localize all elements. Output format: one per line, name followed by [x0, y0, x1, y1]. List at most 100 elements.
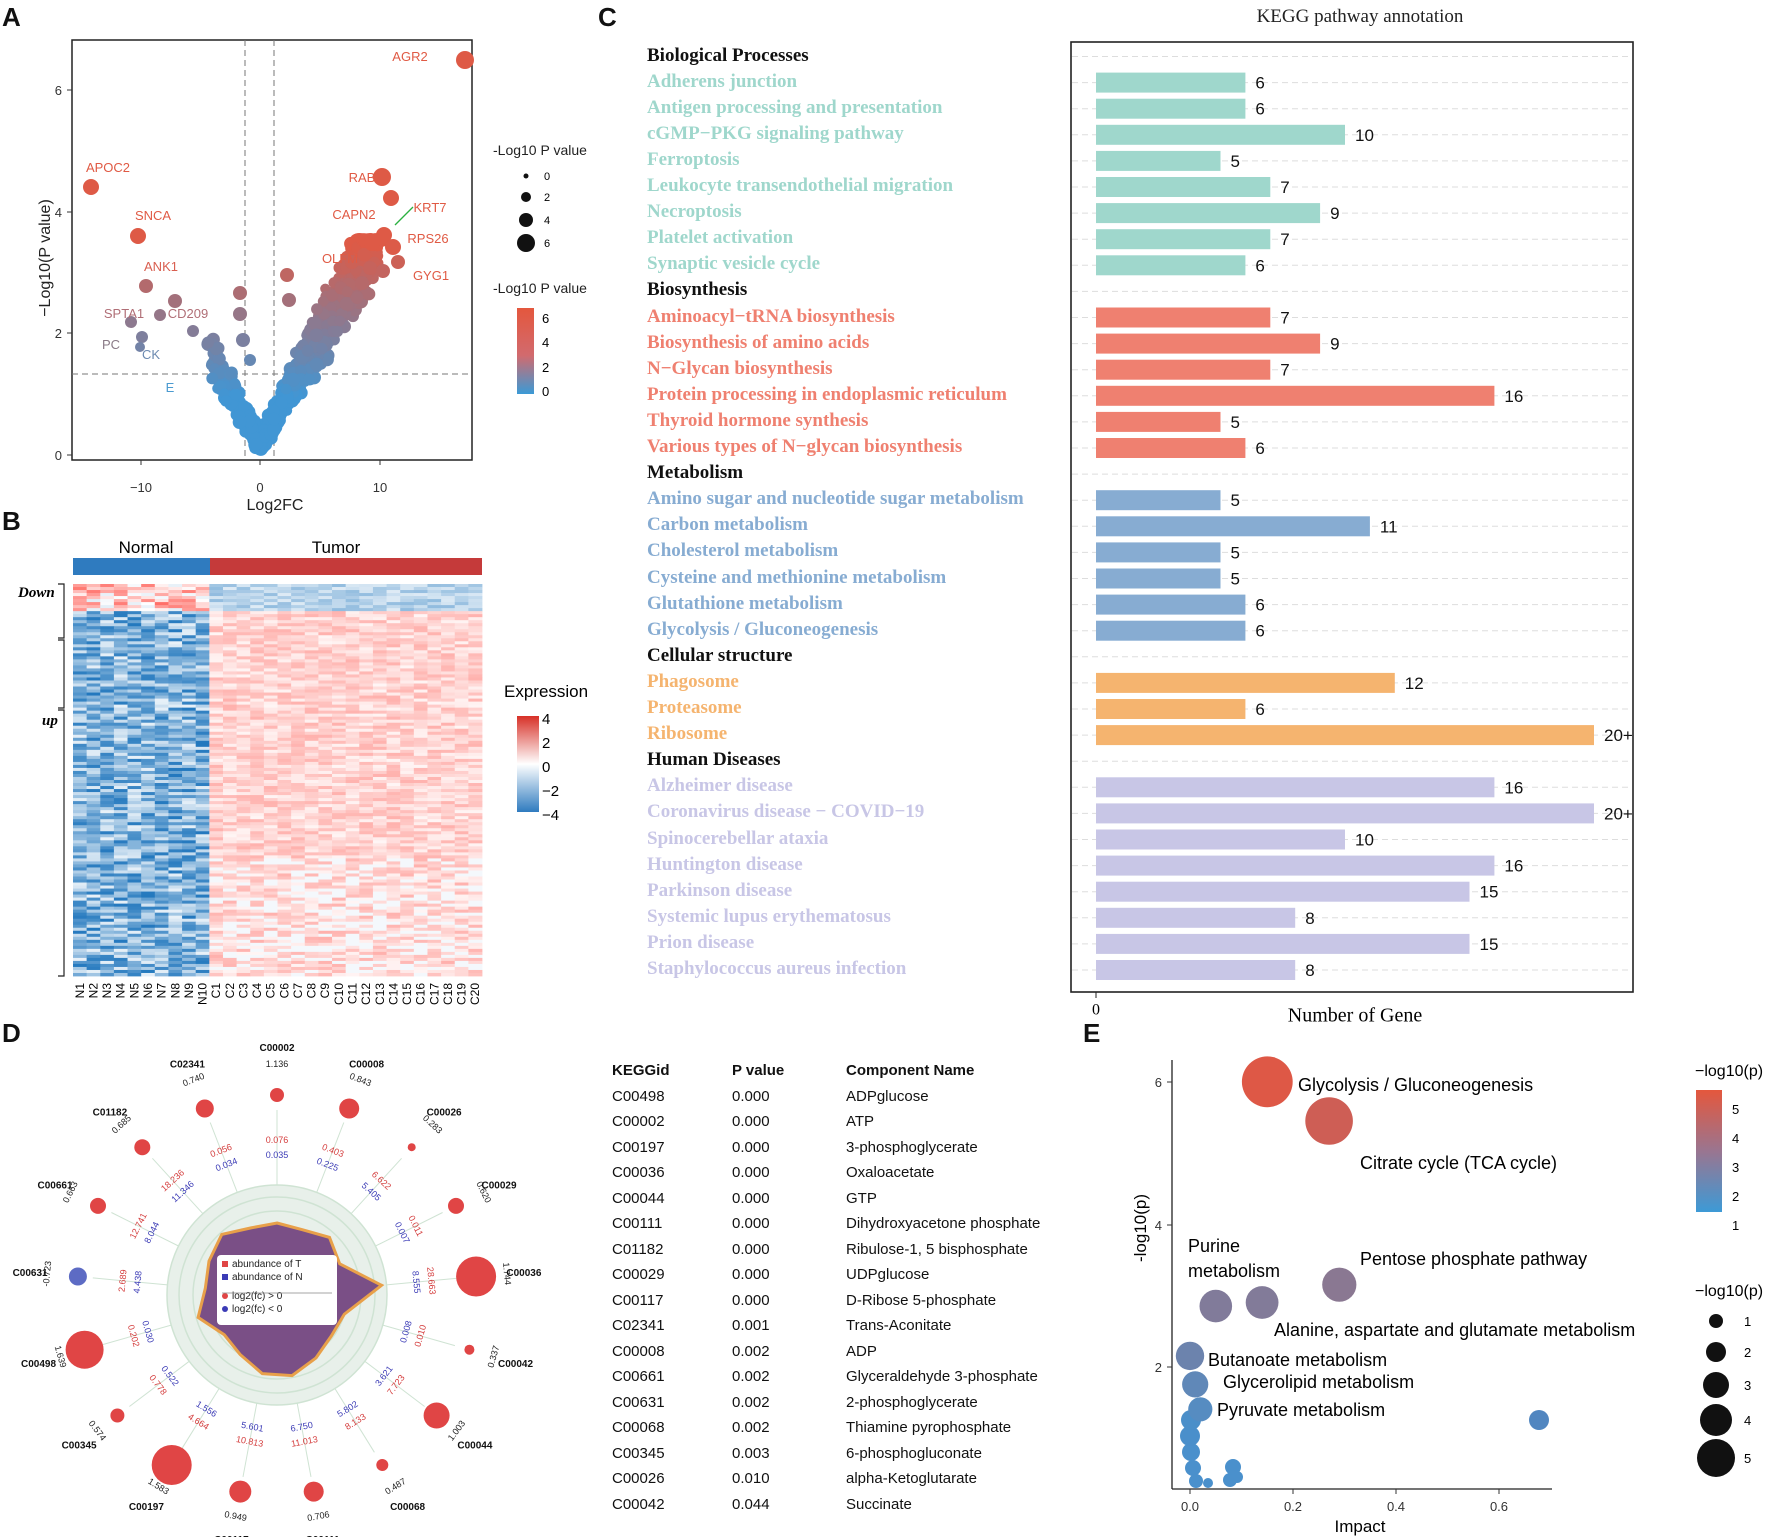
heatmap-cell	[468, 752, 483, 757]
heatmap-cell	[141, 602, 156, 606]
heatmap-cell	[359, 728, 374, 733]
heatmap-cell	[413, 885, 428, 889]
heatmap-cell	[209, 795, 224, 799]
heatmap-cell	[168, 846, 183, 850]
heatmap-cell	[222, 701, 237, 706]
heatmap-cell	[386, 906, 401, 911]
heatmap-cell	[291, 966, 306, 971]
heatmap-cell	[454, 671, 469, 675]
heatmap-cell	[413, 846, 428, 850]
heatmap-cell	[400, 858, 415, 862]
heatmap-cell	[263, 671, 278, 675]
heatmap-cell	[168, 972, 183, 977]
heatmap-cell	[263, 749, 278, 754]
heatmap-cell	[222, 825, 237, 829]
heatmap-cell	[386, 719, 401, 724]
heatmap-cell	[413, 900, 428, 905]
heatmap-cell	[359, 834, 374, 838]
heatmap-cell	[73, 665, 88, 669]
heatmap-cell	[195, 773, 210, 778]
panel-label-c: C	[598, 2, 617, 32]
heatmap-cell	[400, 584, 415, 588]
heatmap-cell	[318, 852, 333, 856]
heatmap-cell	[413, 807, 428, 811]
heatmap-cell	[291, 737, 306, 742]
heatmap-cell	[386, 885, 401, 889]
heatmap-cell	[168, 891, 183, 895]
heatmap-cell	[195, 930, 210, 935]
heatmap-cell	[73, 960, 88, 965]
heatmap-cell	[127, 828, 142, 832]
heatmap-cell	[127, 629, 142, 633]
heatmap-cell	[291, 879, 306, 883]
heatmap-cell	[222, 828, 237, 832]
heatmap-cell	[154, 767, 169, 772]
heatmap-cell	[427, 864, 442, 868]
heatmap-cell	[195, 819, 210, 823]
heatmap-cell	[277, 650, 292, 654]
heatmap-cell	[236, 587, 251, 591]
heatmap-cell	[195, 921, 210, 926]
heatmap-cell	[195, 843, 210, 847]
heatmap-cell	[182, 840, 197, 844]
heatmap-cell	[427, 954, 442, 959]
heatmap-cell	[372, 966, 387, 971]
heatmap-cell	[345, 716, 360, 721]
heatmap-cell	[154, 792, 169, 796]
heatmap-cell	[345, 948, 360, 953]
heatmap-cell	[345, 596, 360, 600]
heatmap-cell	[195, 936, 210, 941]
heatmap-cell	[454, 743, 469, 748]
heatmap-cell	[73, 587, 88, 591]
heatmap-cell	[277, 894, 292, 898]
heatmap-cell	[127, 819, 142, 823]
heatmap-cell	[100, 725, 115, 730]
heatmap-cell	[100, 698, 115, 702]
heatmap-cell	[318, 948, 333, 953]
heatmap-cell	[372, 879, 387, 883]
heatmap-cell	[345, 951, 360, 956]
heatmap-cell	[359, 789, 374, 793]
heatmap-cell	[454, 951, 469, 956]
heatmap-cell	[468, 671, 483, 675]
kegg-pathway-label: N−Glycan biosynthesis	[647, 357, 833, 379]
heatmap-cell	[468, 749, 483, 754]
heatmap-cell	[400, 855, 415, 859]
heatmap-cell	[345, 894, 360, 898]
heatmap-cell	[168, 945, 183, 950]
heatmap-cell	[100, 936, 115, 941]
heatmap-cell	[277, 816, 292, 820]
heatmap-cell	[400, 780, 415, 784]
heatmap-cell	[195, 716, 210, 721]
heatmap-cell	[141, 632, 156, 636]
group-bar-normal	[73, 558, 210, 575]
heatmap-cell	[209, 810, 224, 814]
heatmap-cell	[345, 786, 360, 790]
heatmap-cell	[427, 906, 442, 911]
heatmap-cell	[386, 894, 401, 898]
heatmap-cell	[372, 695, 387, 699]
heatmap-cell	[427, 749, 442, 754]
heatmap-cell	[100, 587, 115, 591]
heatmap-cell	[413, 945, 428, 950]
heatmap-cell	[277, 927, 292, 932]
heatmap-cell	[277, 656, 292, 660]
heatmap-cell	[372, 713, 387, 718]
heatmap-cell	[100, 626, 115, 630]
heatmap-cell	[236, 692, 251, 696]
heatmap-cell	[168, 632, 183, 636]
heatmap-cell	[222, 789, 237, 793]
heatmap-cell	[263, 837, 278, 841]
heatmap-cell	[73, 906, 88, 911]
heatmap-cell	[359, 635, 374, 639]
heatmap-cell	[345, 915, 360, 920]
heatmap-cell	[236, 900, 251, 905]
heatmap-cell	[386, 792, 401, 796]
heatmap-cell	[182, 870, 197, 874]
heatmap-cell	[291, 888, 306, 892]
heatmap-cell	[154, 683, 169, 687]
heatmap-cell	[454, 945, 469, 950]
heatmap-cell	[332, 626, 347, 630]
heatmap-cell	[141, 855, 156, 859]
heatmap-cell	[304, 665, 319, 669]
